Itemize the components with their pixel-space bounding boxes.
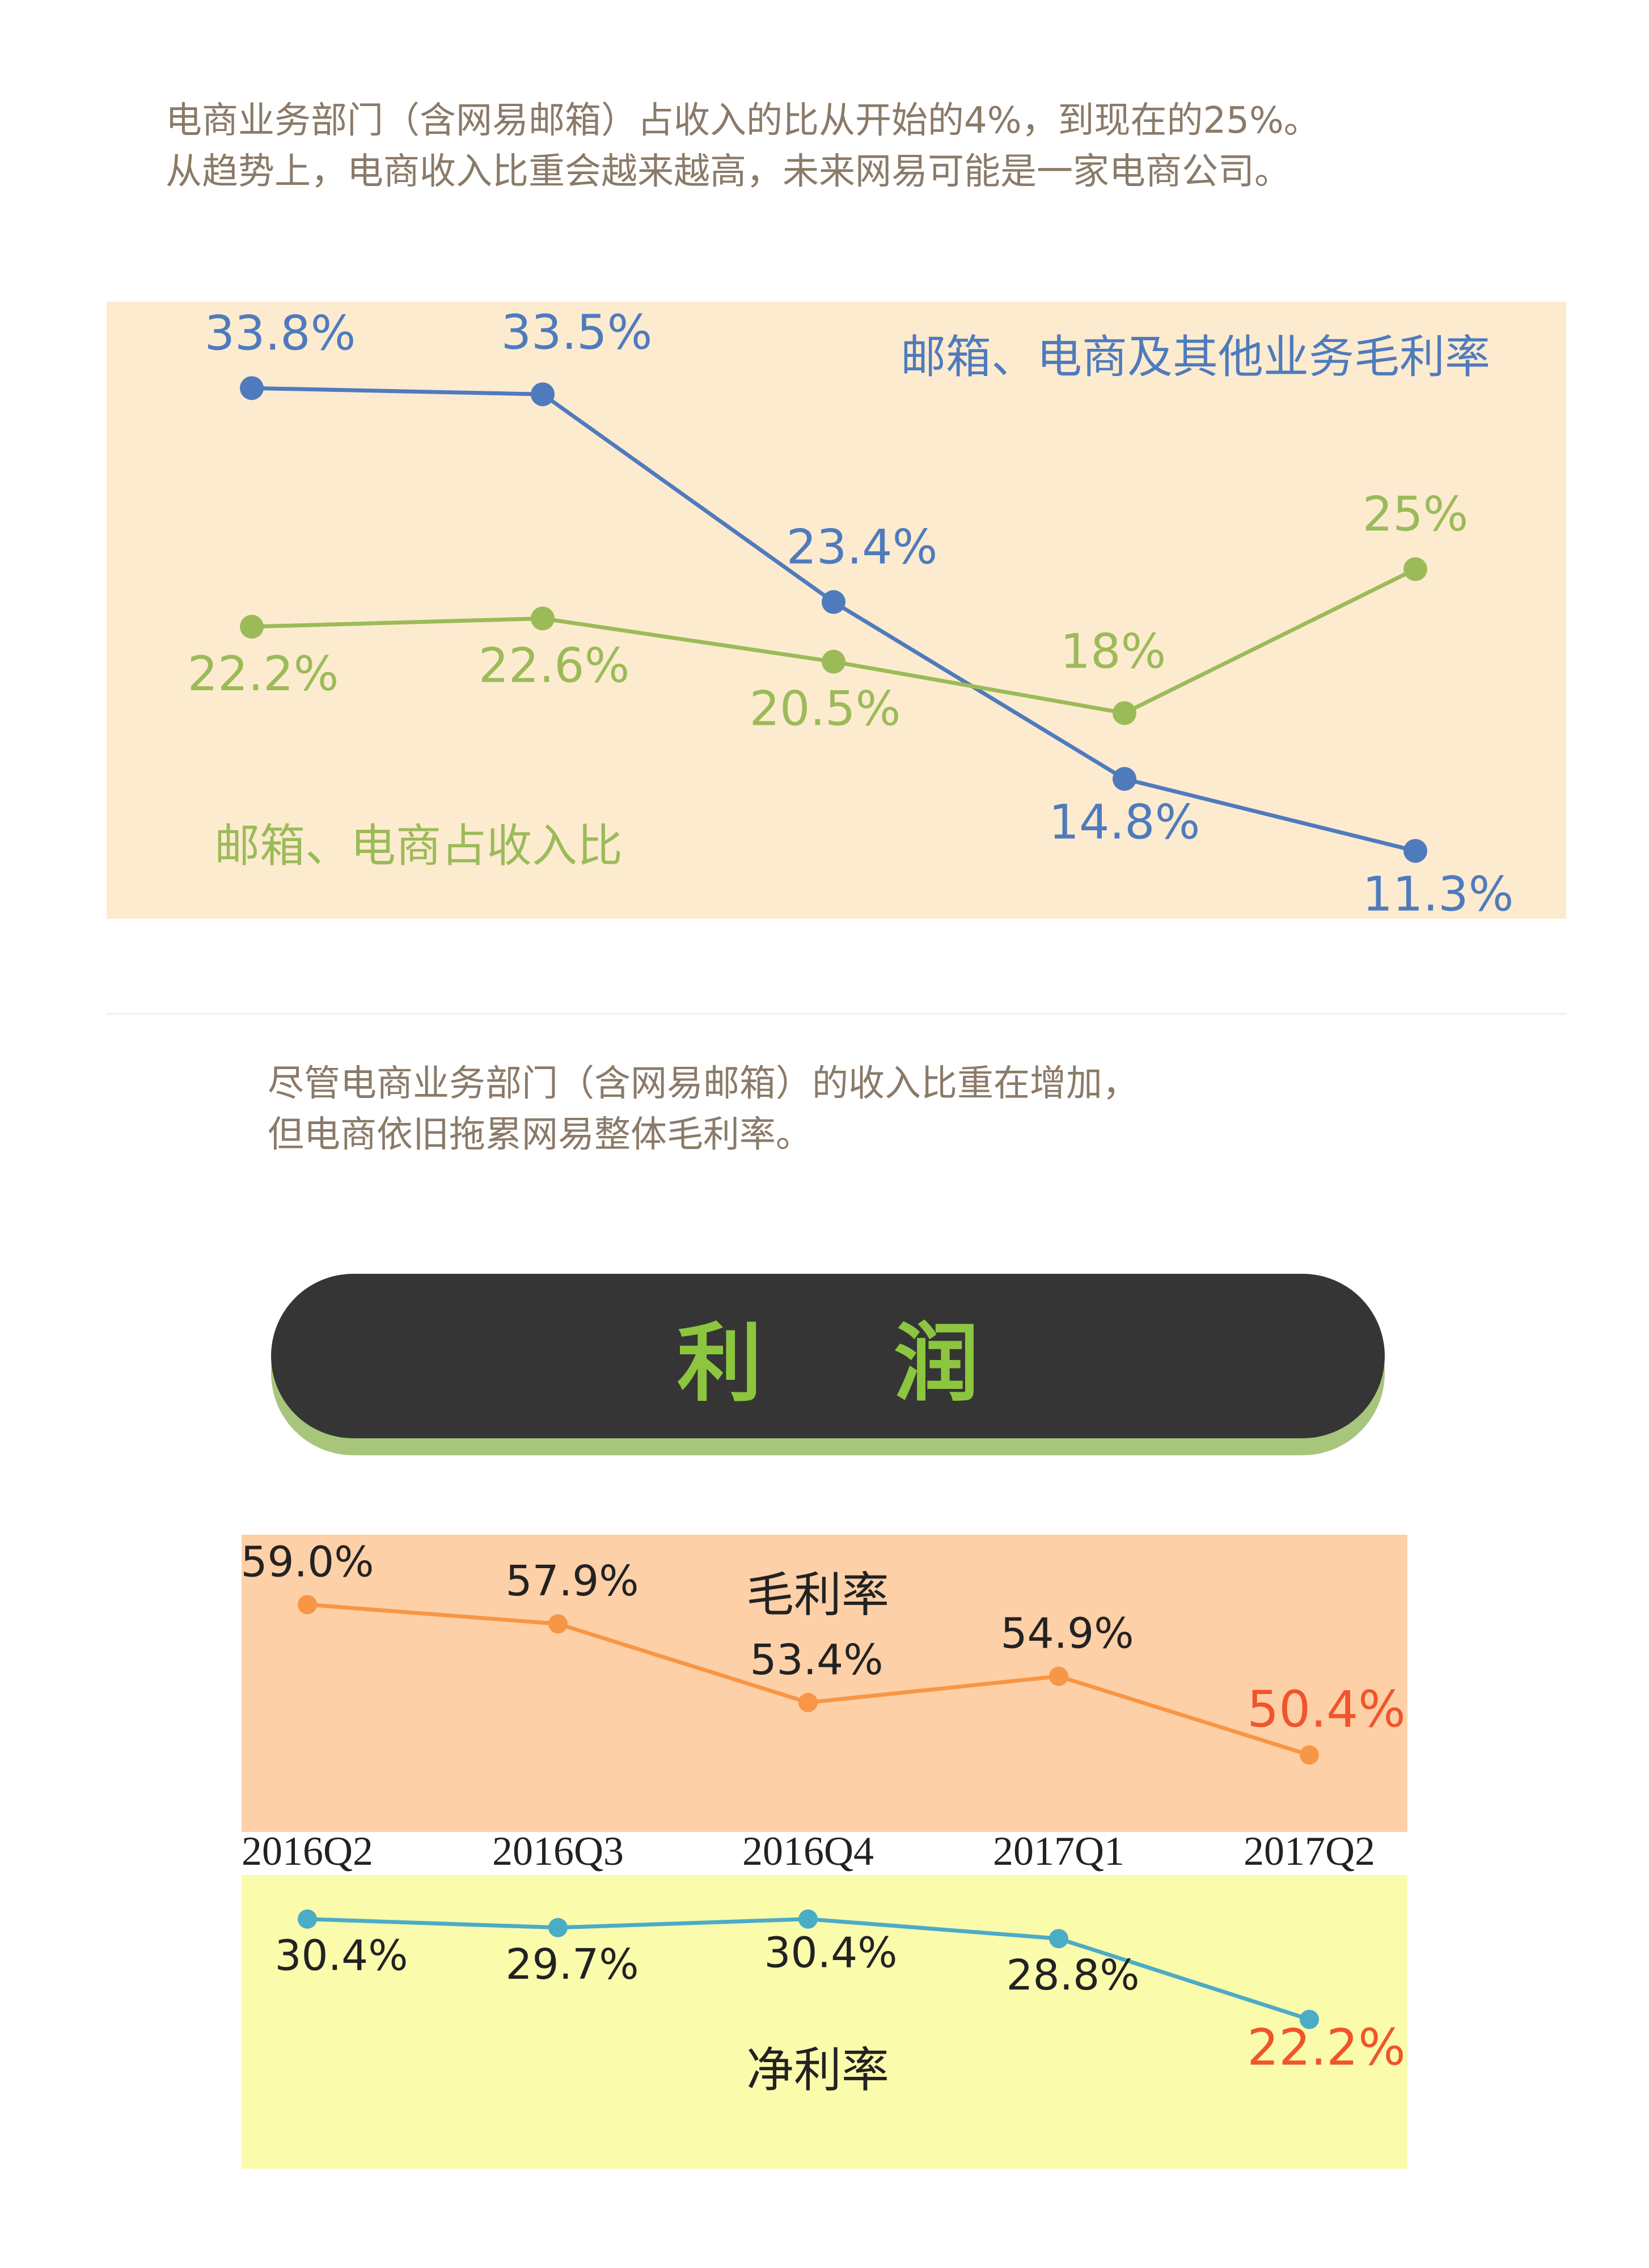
revenue-share-label: 20.5% [750,681,901,737]
gross-margin-point [1300,1745,1319,1765]
note-line-2: 但电商依旧拖累网易整体毛利率。 [268,1114,812,1156]
gross-margin-label: 53.4% [750,1636,883,1684]
gross-margin-point [1113,767,1136,791]
gross-margin-point [1049,1666,1068,1686]
net-margin-point [798,1909,818,1929]
gross-margin-label: 50.4% [1247,1680,1406,1738]
gross-margin-label: 57.9% [505,1557,639,1606]
gross-margin-label: 11.3% [1363,866,1514,919]
gross-margin-label: 54.9% [1000,1610,1134,1658]
intro-paragraph: 电商业务部门（含网易邮箱）占收入的比从开始的4%，到现在的25%。 从趋势上，电… [166,95,1320,197]
net-margin-point [1300,2009,1319,2029]
margin-chart: 毛利率 净利率 2016Q2 2016Q3 2016Q4 2017Q1 2017Q2 5… [242,1535,1407,2169]
gross-margin-label: 23.4% [787,519,938,575]
net-margin-label: 30.4% [274,1932,408,1980]
revenue-share-label: 25% [1363,486,1469,542]
gross-margin-point [240,376,264,400]
net-margin-label: 30.4% [764,1929,897,1978]
profit-banner-pill: 利 润 [271,1274,1385,1438]
gross-margin-point [798,1692,818,1712]
intro-line-1: 电商业务部门（含网易邮箱）占收入的比从开始的4%，到现在的25%。 [166,100,1320,142]
gross-margin-label: 14.8% [1049,794,1200,850]
net-margin-label: 28.8% [1006,1951,1139,2000]
category-label: 2017Q2 [1244,1828,1375,1874]
revenue-share-point [822,649,845,674]
category-label: 2016Q4 [742,1828,874,1874]
profit-title: 利 润 [676,1314,1030,1413]
category-label: 2016Q3 [492,1828,624,1874]
net-margin-point [298,1909,317,1929]
gross-margin-point [298,1595,317,1615]
note-paragraph: 尽管电商业务部门（含网易邮箱）的收入比重在增加， 但电商依旧拖累网易整体毛利率。 [268,1058,1139,1160]
gross-margin-title: 毛利率 [746,1567,889,1623]
revenue-share-point [1113,701,1136,725]
category-label: 2017Q1 [993,1828,1124,1874]
gross-margin-point [822,590,845,614]
net-margin-label: 29.7% [505,1940,639,1989]
net-margin-point [1049,1929,1068,1949]
category-label: 2016Q2 [242,1828,373,1874]
gross-margin-point [1403,839,1427,863]
intro-line-2: 从趋势上，电商收入比重会越来越高，未来网易可能是一家电商公司。 [166,151,1291,193]
section-divider [107,1013,1566,1015]
gross-margin-label: 33.8% [205,305,356,361]
email-ecommerce-chart: 33.8% 33.5% 23.4% 14.8% 11.3% 22.2% 22.6% 20.5%… [107,302,1566,919]
gross-margin-panel [242,1535,1407,1832]
profit-banner: 利 润 [271,1274,1385,1455]
revenue-share-label: 18% [1060,623,1166,679]
series-name-revenue-share: 邮箱、电商占收入比 [214,820,623,872]
series-name-gross-margin: 邮箱、电商及其他业务毛利率 [900,331,1490,383]
net-margin-label: 22.2% [1247,2018,1406,2077]
net-margin-point [548,1918,568,1937]
revenue-share-label: 22.6% [479,638,630,694]
gross-margin-label: 33.5% [501,305,653,360]
net-margin-title: 净利率 [746,2042,889,2098]
revenue-share-point [531,606,555,631]
revenue-share-label: 22.2% [188,646,339,702]
gross-margin-point [531,382,555,407]
revenue-share-point [1403,557,1427,581]
gross-margin-point [548,1614,568,1634]
gross-margin-label: 59.0% [242,1538,374,1586]
note-line-1: 尽管电商业务部门（含网易邮箱）的收入比重在增加， [268,1063,1139,1105]
revenue-share-point [240,615,264,639]
